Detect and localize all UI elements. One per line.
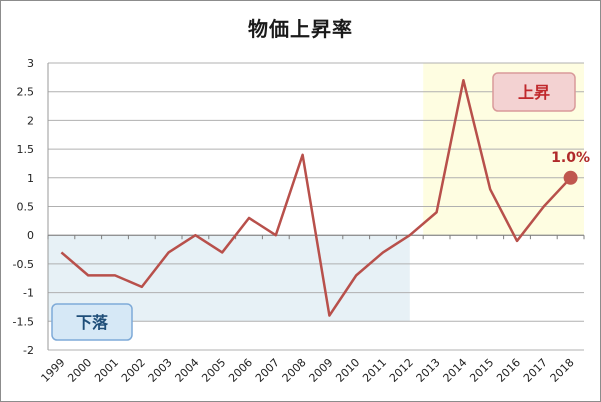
x-tick-label: 2007 [253,356,282,385]
y-tick-label: -2 [23,344,34,357]
y-tick-label: 0.5 [17,201,35,214]
y-tick-label: -1.5 [13,315,34,328]
x-tick-label: 2017 [521,356,550,385]
x-tick-label: 2016 [494,356,523,385]
y-tick-label: 0 [27,229,34,242]
x-tick-label: 2005 [199,356,228,385]
x-tick-label: 2012 [387,356,416,385]
y-tick-label: 2.5 [17,86,35,99]
y-tick-label: 1.5 [17,143,35,156]
chart-title: 物価上昇率 [248,17,353,41]
x-tick-label: 2008 [280,356,309,385]
x-tick-label: 2000 [65,356,94,385]
x-tick-label: 2010 [333,356,362,385]
y-tick-label: -0.5 [13,258,34,271]
x-tick-label: 2003 [146,356,175,385]
x-tick-label: 2001 [92,356,121,385]
x-tick-label: 2018 [548,356,577,385]
rise-box [492,72,576,112]
x-tick-label: 2013 [414,356,443,385]
fall-label: 下落 [76,313,109,332]
x-tick-label: 2002 [119,356,148,385]
x-tick-label: 2015 [467,356,496,385]
x-tick-label: 1999 [39,356,68,385]
fall-box [51,303,133,341]
x-tick-label: 2009 [307,356,336,385]
x-tick-label: 2011 [360,356,389,385]
y-tick-label: 3 [27,57,34,70]
y-tick-label: 1 [27,172,34,185]
rise-label: 上昇 [518,83,550,102]
x-tick-label: 2004 [173,356,202,385]
y-tick-label: 2 [27,114,34,127]
y-tick-label: -1 [23,287,34,300]
x-tick-label: 2014 [441,356,470,385]
series-line [60,78,572,317]
annotation-label: 1.0% [551,150,590,166]
x-tick-label: 2006 [226,356,255,385]
data-point-2018 [563,170,578,185]
